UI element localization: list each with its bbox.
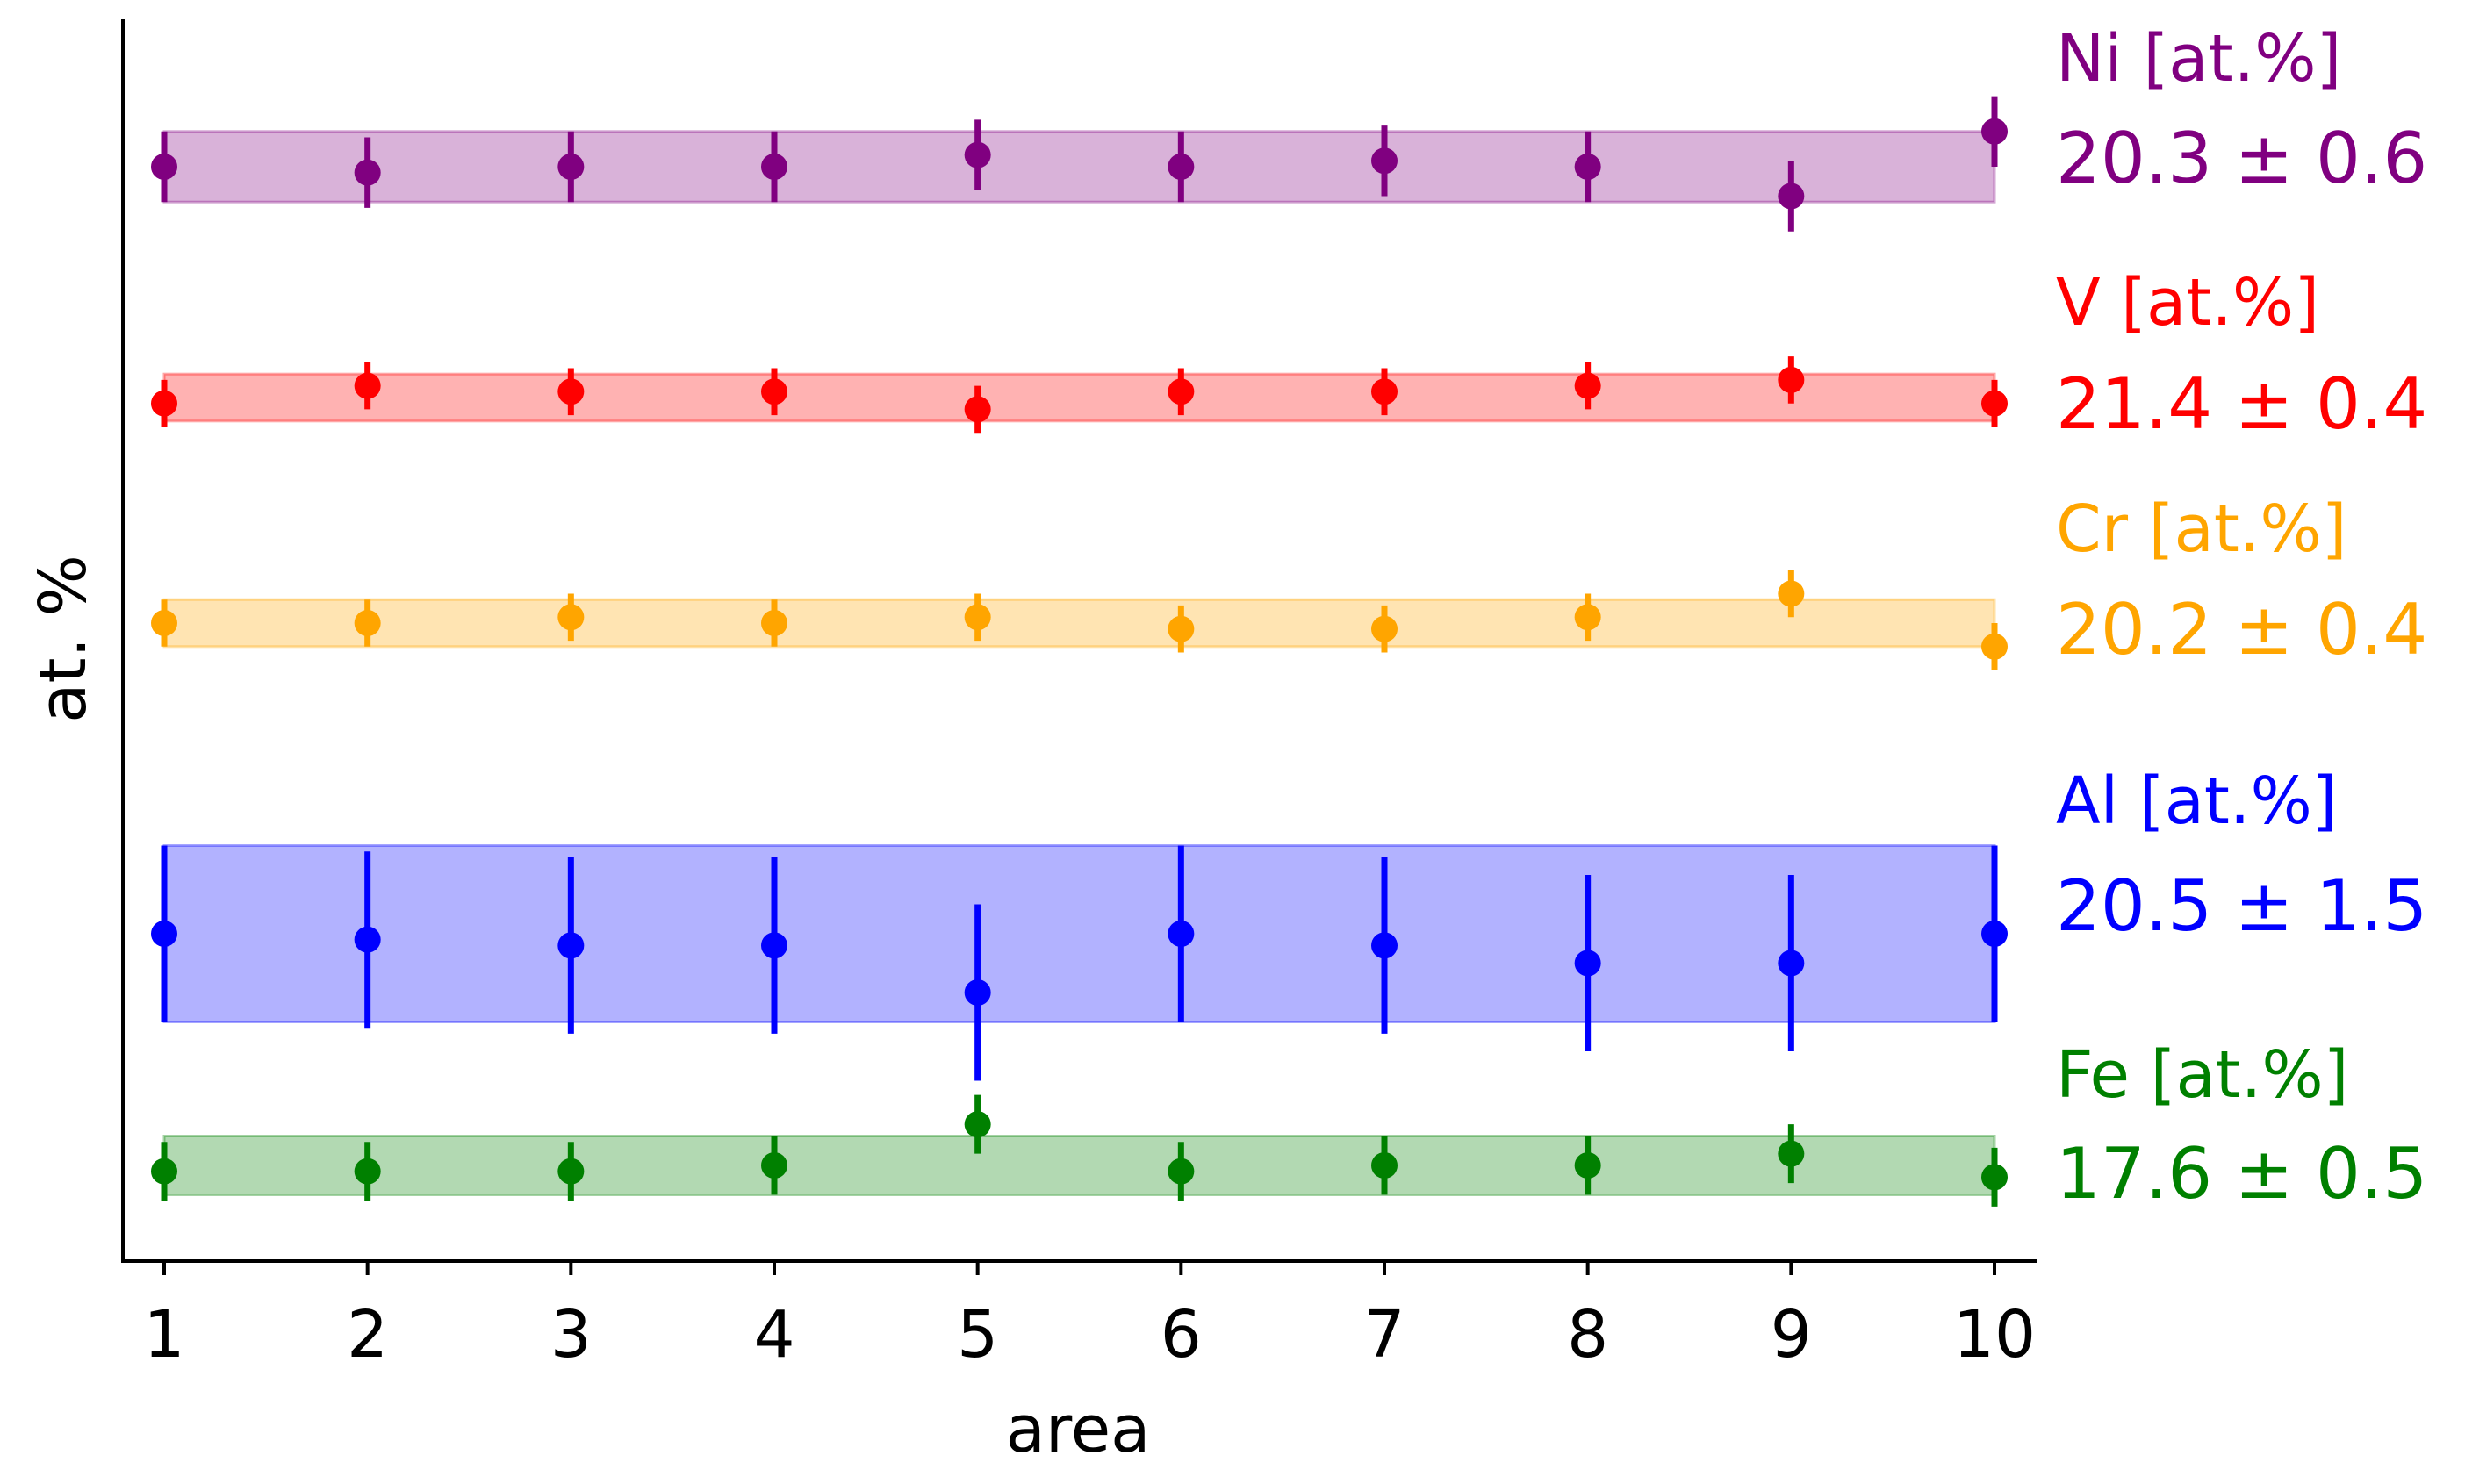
error-bars	[161, 96, 1998, 1207]
data-point-v	[557, 378, 585, 405]
data-point-fe	[1574, 1152, 1601, 1179]
data-point-v	[1168, 378, 1195, 405]
data-point-al	[1981, 921, 2008, 947]
data-point-ni	[1168, 154, 1195, 180]
series-summary-cr: 20.2 ± 0.4	[2056, 589, 2427, 670]
data-points	[151, 118, 2008, 1191]
x-tick-label: 1	[143, 1297, 184, 1373]
data-point-ni	[964, 141, 991, 168]
data-point-cr	[557, 604, 585, 631]
data-point-cr	[1574, 604, 1601, 631]
data-point-al	[557, 932, 585, 959]
data-point-ni	[354, 159, 381, 186]
data-point-ni	[1371, 147, 1398, 175]
data-point-fe	[1981, 1164, 2008, 1191]
series-label-al: Al [at.%]	[2056, 764, 2338, 839]
std-bands	[162, 130, 1996, 1196]
x-tick-label: 9	[1771, 1297, 1812, 1373]
std-band-v	[162, 372, 1996, 423]
series-annotations: Ni [at.%] 20.3 ± 0.6 V [at.%] 21.4 ± 0.4 Cr …	[2056, 21, 2427, 1215]
x-tick-label: 10	[1953, 1297, 2036, 1373]
data-point-ni	[1778, 183, 1805, 210]
data-point-ni	[1574, 154, 1601, 180]
data-point-v	[964, 396, 991, 423]
x-tick-label: 5	[957, 1297, 998, 1373]
data-point-v	[151, 390, 177, 417]
series-summary-v: 21.4 ± 0.4	[2056, 363, 2427, 445]
data-point-v	[1574, 372, 1601, 399]
data-point-fe	[1168, 1158, 1195, 1185]
data-point-cr	[151, 610, 177, 636]
data-point-v	[1371, 378, 1398, 405]
data-point-al	[964, 979, 991, 1006]
series-summary-ni: 20.3 ± 0.6	[2056, 118, 2427, 199]
x-tick-label: 4	[753, 1297, 794, 1373]
x-tick-label: 3	[550, 1297, 592, 1373]
series-label-fe: Fe [at.%]	[2056, 1037, 2349, 1113]
std-band-al	[162, 844, 1996, 1023]
y-axis-label: at. %	[25, 555, 101, 723]
data-point-ni	[1981, 118, 2008, 145]
data-point-cr	[354, 610, 381, 636]
data-point-cr	[1981, 633, 2008, 660]
data-point-v	[761, 378, 787, 405]
data-point-v	[354, 372, 381, 399]
data-point-ni	[151, 154, 177, 180]
x-tick-label: 8	[1567, 1297, 1608, 1373]
data-point-al	[1168, 921, 1195, 947]
data-point-cr	[761, 610, 787, 636]
data-point-fe	[151, 1158, 177, 1185]
data-point-al	[1574, 950, 1601, 977]
std-band-fe	[162, 1135, 1996, 1196]
data-point-cr	[1778, 580, 1805, 607]
data-point-al	[354, 926, 381, 953]
data-point-fe	[557, 1158, 585, 1185]
data-point-al	[761, 932, 787, 959]
x-tick-label: 2	[347, 1297, 388, 1373]
x-tick-label: 7	[1363, 1297, 1405, 1373]
data-point-al	[1371, 932, 1398, 959]
std-band-ni	[162, 130, 1996, 204]
x-axis-ticks: 1 2 3 4 5 6 7 8 9 10	[143, 1261, 2036, 1373]
series-summary-al: 20.5 ± 1.5	[2056, 865, 2427, 947]
data-point-v	[1778, 366, 1805, 393]
data-point-al	[1778, 950, 1805, 977]
data-point-ni	[557, 154, 585, 180]
series-label-cr: Cr [at.%]	[2056, 491, 2347, 567]
data-point-fe	[1778, 1140, 1805, 1167]
data-point-fe	[761, 1152, 787, 1179]
data-point-v	[1981, 390, 2008, 417]
data-point-fe	[354, 1158, 381, 1185]
data-point-cr	[1168, 615, 1195, 642]
data-point-ni	[761, 154, 787, 180]
std-band-cr	[162, 598, 1996, 649]
data-point-cr	[964, 604, 991, 631]
data-point-cr	[1371, 615, 1398, 642]
series-label-v: V [at.%]	[2056, 265, 2319, 341]
series-summary-fe: 17.6 ± 0.5	[2056, 1133, 2427, 1215]
series-label-ni: Ni [at.%]	[2056, 21, 2341, 97]
data-point-al	[151, 921, 177, 947]
x-tick-label: 6	[1161, 1297, 1202, 1373]
data-point-fe	[1371, 1152, 1398, 1179]
x-axis-label: area	[1005, 1392, 1150, 1467]
data-point-fe	[964, 1111, 991, 1138]
